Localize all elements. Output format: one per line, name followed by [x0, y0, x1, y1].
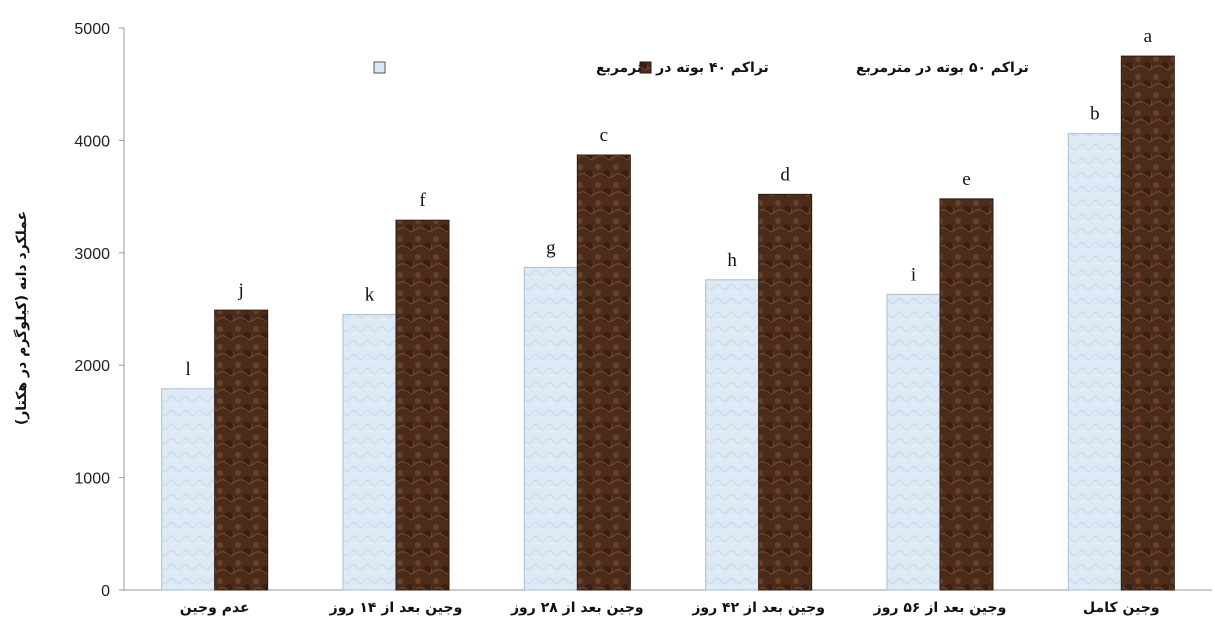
bar-series-1: [705, 279, 760, 591]
bar-series-2: [1120, 55, 1175, 591]
y-tick-label: 3000: [74, 246, 110, 263]
legend-swatch-40: [373, 61, 386, 74]
bar-letter-label: k: [365, 285, 375, 306]
bar-letter-label: f: [419, 190, 426, 211]
bar-series-1: [523, 266, 578, 591]
bar-series-2: [214, 309, 269, 591]
bar-letter-label: h: [727, 250, 737, 271]
x-category-label: وجین بعد از ۱۴ روز: [329, 600, 463, 616]
y-axis-title: عملکرد دانه (کیلوگرم در هکتار): [13, 211, 30, 425]
bar-letter-label: j: [238, 280, 244, 301]
y-axis-ticks: 0 1000 2000 3000 4000 5000: [74, 21, 124, 600]
bar-letter-label: e: [962, 169, 970, 190]
legend-label-40: تراکم ۴۰ بوته در مترمربع: [596, 60, 769, 76]
bar-letter-label: c: [600, 125, 608, 146]
y-tick-label: 4000: [74, 133, 110, 150]
bar-series-2: [395, 219, 450, 591]
bar-series-1: [886, 293, 941, 591]
x-category-label: وجین کامل: [1083, 600, 1160, 616]
legend-swatch-50: [639, 61, 652, 74]
y-tick-label: 1000: [74, 471, 110, 488]
bar-letter-label: b: [1090, 104, 1100, 125]
bar-series-1: [1067, 133, 1122, 591]
y-tick-label: 5000: [74, 21, 110, 38]
x-category-label: وجین بعد از ۲۸ روز: [510, 600, 644, 616]
bar-letter-label: d: [780, 164, 790, 185]
bar-series-1: [161, 388, 216, 591]
x-category-label: وجین بعد از ۵۶ روز: [873, 600, 1007, 616]
legend-label-50: تراکم ۵۰ بوته در مترمربع: [856, 60, 1029, 76]
bar-letter-label: g: [546, 237, 556, 258]
bar-letter-label: l: [186, 359, 191, 380]
bar-series-2: [576, 154, 631, 591]
bar-letter-label: a: [1144, 26, 1153, 47]
bar-series-1: [342, 314, 397, 591]
x-axis-category-labels: عدم وجین وجین بعد از ۱۴ روز وجین بعد از ۲۸…: [180, 600, 1160, 616]
bars: [161, 55, 1175, 591]
x-category-label: عدم وجین: [180, 600, 250, 616]
legend: تراکم ۴۰ بوته در مترمربع تراکم ۵۰ بوته د…: [373, 60, 1029, 76]
significance-letters: l j k f g c h d i e b a: [186, 26, 1153, 380]
x-category-label: وجین بعد از ۴۲ روز: [691, 600, 825, 616]
bar-letter-label: i: [911, 264, 916, 285]
bar-series-2: [939, 198, 994, 591]
bar-series-2: [758, 193, 813, 591]
y-tick-label: 0: [101, 583, 110, 600]
y-tick-label: 2000: [74, 358, 110, 375]
